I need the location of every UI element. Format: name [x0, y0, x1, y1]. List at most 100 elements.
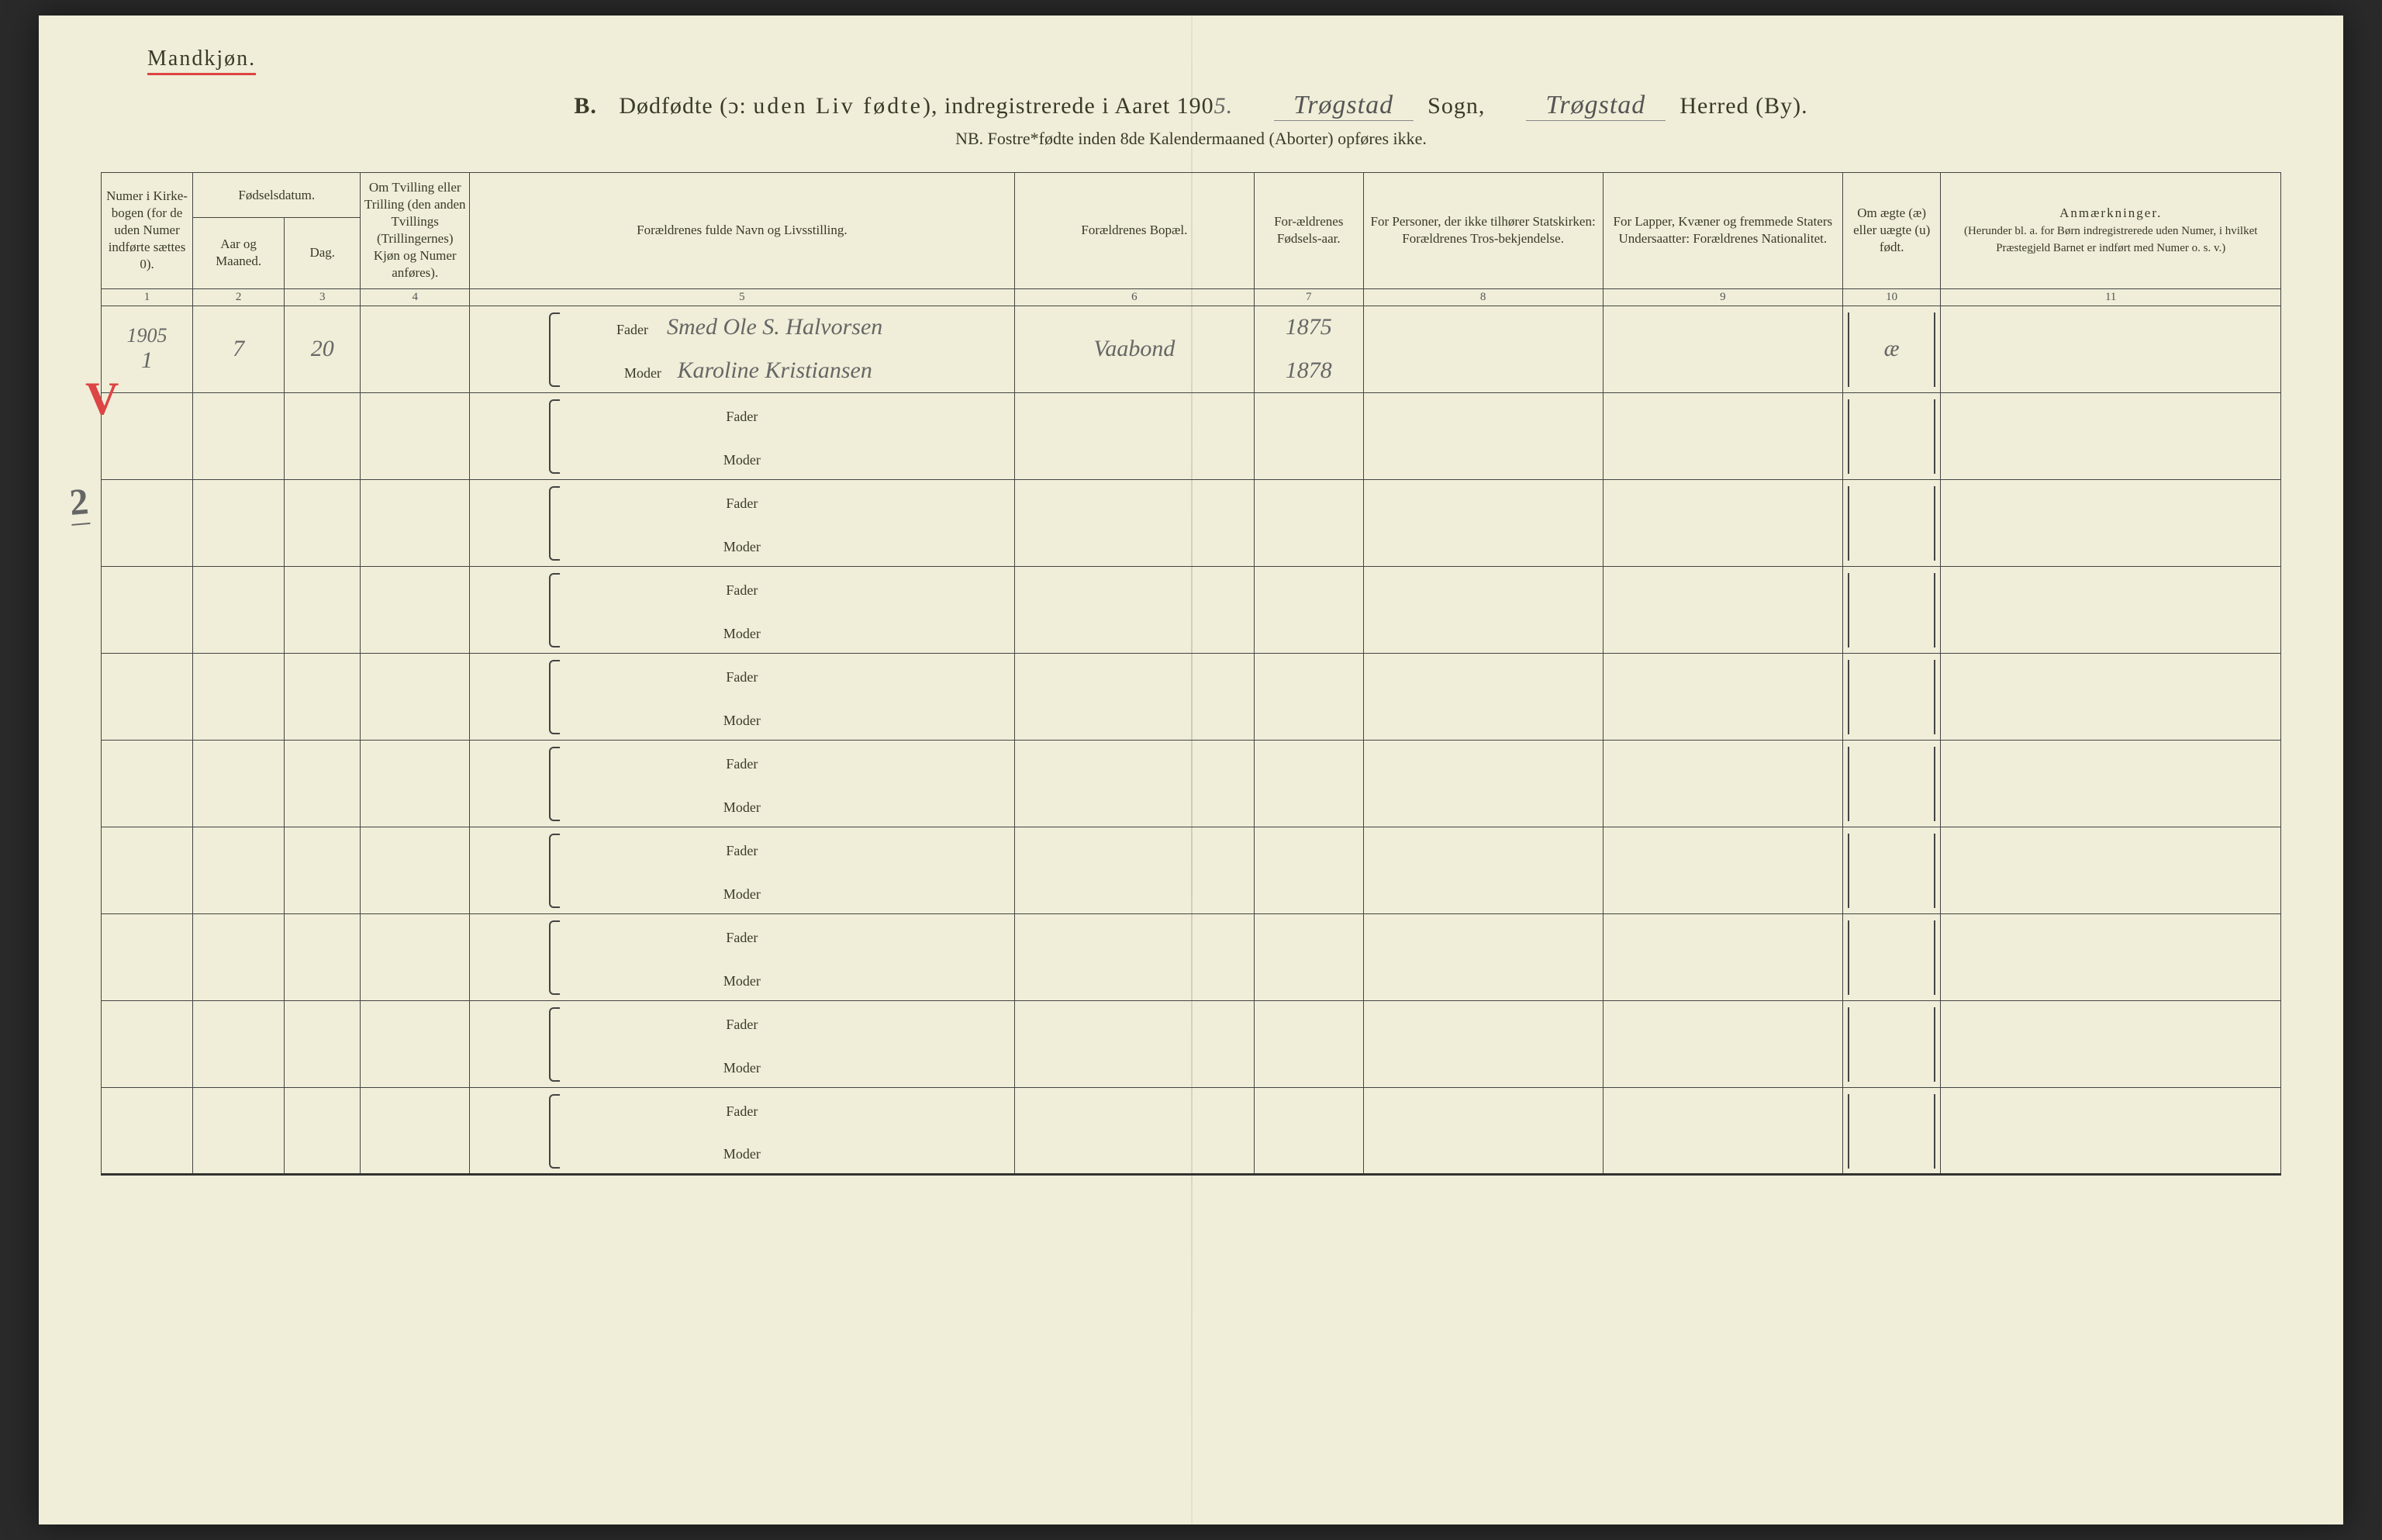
table-row: Fader — [102, 1000, 2281, 1044]
col-header-10: Om ægte (æ) eller uægte (u) født. — [1842, 173, 1940, 289]
cell-mother-year — [1254, 523, 1363, 566]
table-row: Fader — [102, 653, 2281, 696]
cell-mother-year — [1254, 609, 1363, 653]
cell-mother-year — [1254, 1044, 1363, 1087]
col-header-9: For Lapper, Kvæner og fremmede Staters U… — [1603, 173, 1842, 289]
cell-month — [193, 827, 285, 913]
cell-month — [193, 653, 285, 740]
year-handwritten: 5. — [1214, 93, 1234, 119]
cell-aegte — [1842, 1087, 1940, 1174]
title-suffix: ), indregistrerede i Aaret 190 — [923, 93, 1214, 119]
cell-father-name: Fader — [470, 1087, 1015, 1131]
cell-nationalitet — [1603, 827, 1842, 913]
cell-father-name: Fader — [470, 566, 1015, 609]
col-11-title: Anmærkninger. — [2059, 205, 2162, 220]
ledger-head: Numer i Kirke-bogen (for de uden Numer i… — [102, 173, 2281, 306]
section-letter: B. — [574, 93, 597, 119]
cell-tvilling — [361, 1087, 470, 1174]
colnum-7: 7 — [1254, 288, 1363, 306]
title-spaced: uden Liv fødte — [753, 93, 923, 119]
cell-father-name: Fader — [470, 740, 1015, 783]
title-prefix: Dødfødte (ɔ: — [619, 93, 753, 119]
cell-nationalitet — [1603, 306, 1842, 392]
cell-tvilling — [361, 913, 470, 1000]
cell-tvilling — [361, 1000, 470, 1087]
cell-day — [285, 827, 361, 913]
colnum-11: 11 — [1941, 288, 2281, 306]
cell-month — [193, 913, 285, 1000]
cell-nationalitet — [1603, 913, 1842, 1000]
column-number-row: 1 2 3 4 5 6 7 8 9 10 11 — [102, 288, 2281, 306]
paper-sheet: Mandkjøn. B. Dødfødte (ɔ: uden Liv fødte… — [39, 16, 2343, 1524]
cell-kirkebog — [102, 479, 193, 566]
cell-tros — [1363, 1087, 1603, 1174]
cell-mother-name: Moder Karoline Kristiansen — [470, 349, 1015, 392]
cell-father-name: Fader — [470, 1000, 1015, 1044]
cell-mother-name: Moder — [470, 609, 1015, 653]
cell-anm — [1941, 479, 2281, 566]
cell-day — [285, 479, 361, 566]
cell-aegte — [1842, 913, 1940, 1000]
title-line: B. Dødfødte (ɔ: uden Liv fødte), indregi… — [101, 91, 2281, 121]
cell-tros — [1363, 1000, 1603, 1087]
cell-mother-year — [1254, 1131, 1363, 1174]
cell-father-name: Fader Smed Ole S. Halvorsen — [470, 306, 1015, 349]
table-row: Fader — [102, 566, 2281, 609]
cell-anm — [1941, 653, 2281, 740]
cell-tvilling — [361, 479, 470, 566]
gender-heading: Mandkjøn. — [147, 47, 256, 75]
margin-mark-v: V — [85, 372, 119, 426]
cell-tros — [1363, 392, 1603, 479]
table-row: Fader — [102, 479, 2281, 523]
cell-aegte — [1842, 740, 1940, 827]
cell-tvilling — [361, 392, 470, 479]
cell-month — [193, 740, 285, 827]
cell-bopal — [1014, 1087, 1254, 1174]
cell-anm — [1941, 566, 2281, 653]
ledger-body: 1905 1 7 20 Fader Smed Ole S. Halvorsen … — [102, 306, 2281, 1174]
col-header-2a: Aar og Maaned. — [193, 218, 285, 288]
cell-aegte — [1842, 1000, 1940, 1087]
cell-tros — [1363, 566, 1603, 653]
cell-mother-year — [1254, 957, 1363, 1000]
colnum-10: 10 — [1842, 288, 1940, 306]
cell-kirkebog — [102, 1000, 193, 1087]
table-row: Fader — [102, 392, 2281, 436]
cell-tvilling — [361, 306, 470, 392]
cell-father-name: Fader — [470, 913, 1015, 957]
col-header-2b: Dag. — [285, 218, 361, 288]
cell-month — [193, 1000, 285, 1087]
cell-anm — [1941, 392, 2281, 479]
cell-father-name: Fader — [470, 827, 1015, 870]
cell-mother-name: Moder — [470, 436, 1015, 479]
col-header-2-group: Fødselsdatum. — [193, 173, 361, 218]
cell-bopal — [1014, 827, 1254, 913]
cell-father-year — [1254, 566, 1363, 609]
cell-kirkebog — [102, 740, 193, 827]
cell-father-year — [1254, 392, 1363, 436]
cell-kirkebog — [102, 1087, 193, 1174]
cell-tvilling — [361, 653, 470, 740]
cell-bopal — [1014, 392, 1254, 479]
cell-bopal — [1014, 913, 1254, 1000]
cell-bopal — [1014, 653, 1254, 740]
cell-aegte — [1842, 827, 1940, 913]
cell-mother-name: Moder — [470, 870, 1015, 913]
colnum-9: 9 — [1603, 288, 1842, 306]
cell-mother-name: Moder — [470, 783, 1015, 827]
cell-tros — [1363, 827, 1603, 913]
cell-nationalitet — [1603, 1087, 1842, 1174]
cell-anm — [1941, 1087, 2281, 1174]
cell-mother-year — [1254, 436, 1363, 479]
page-container: Mandkjøn. B. Dødfødte (ɔ: uden Liv fødte… — [0, 0, 2382, 1540]
col-header-7: For-ældrenes Fødsels-aar. — [1254, 173, 1363, 289]
cell-mother-name: Moder — [470, 1131, 1015, 1174]
table-row: 1905 1 7 20 Fader Smed Ole S. Halvorsen … — [102, 306, 2281, 349]
cell-nationalitet — [1603, 653, 1842, 740]
cell-father-year: 1875 — [1254, 306, 1363, 349]
cell-tvilling — [361, 827, 470, 913]
col-header-1: Numer i Kirke-bogen (for de uden Numer i… — [102, 173, 193, 289]
col-header-4: Om Tvilling eller Trilling (den anden Tv… — [361, 173, 470, 289]
cell-nationalitet — [1603, 1000, 1842, 1087]
cell-tros — [1363, 740, 1603, 827]
